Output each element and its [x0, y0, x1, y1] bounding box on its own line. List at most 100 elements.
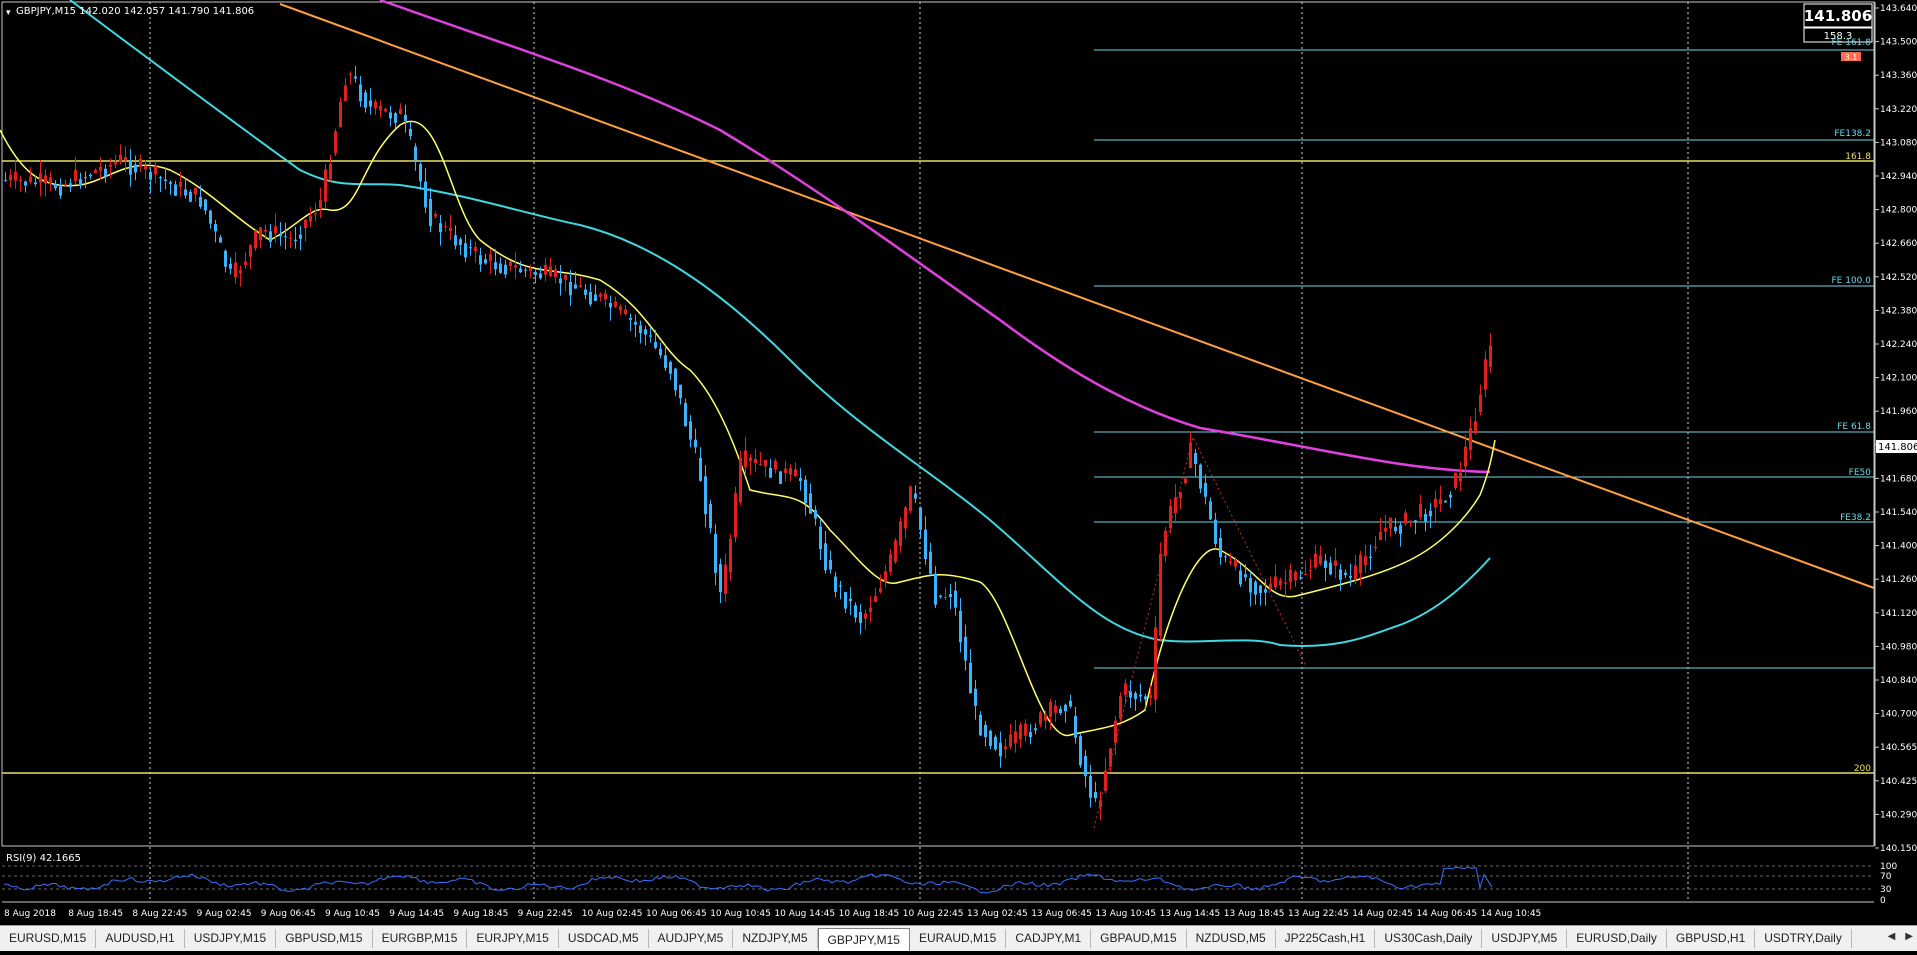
- tab-eurgbp-m15[interactable]: EURGBP,M15: [373, 929, 468, 948]
- tab-eurusd-m15[interactable]: EURUSD,M15: [0, 929, 97, 948]
- candle-body: [514, 265, 517, 268]
- candle-body: [284, 236, 287, 238]
- candle-body: [1319, 555, 1322, 564]
- candle-body: [944, 597, 947, 599]
- tab-cadjpy-m1[interactable]: CADJPY,M1: [1006, 929, 1092, 948]
- candle-body: [1234, 560, 1237, 567]
- price-axis-label: 142.240: [1880, 340, 1917, 350]
- level-label-fe50: FE50: [1849, 468, 1872, 478]
- tab-eurjpy-m15[interactable]: EURJPY,M15: [467, 929, 559, 948]
- candle-body: [234, 262, 237, 278]
- candle-body: [799, 478, 802, 482]
- candle-body: [1409, 520, 1412, 522]
- time-axis-label: 13 Aug 06:45: [1031, 909, 1092, 919]
- tab-scroll-controls: ◀ ▶: [1878, 931, 1913, 942]
- tab-us30cash-daily[interactable]: US30Cash,Daily: [1375, 929, 1483, 948]
- tab-gbpjpy-m15[interactable]: GBPJPY,M15: [817, 928, 910, 951]
- candle-body: [249, 245, 252, 257]
- level-label-fe618: FE 61.8: [1837, 422, 1871, 432]
- time-axis-label: 9 Aug 10:45: [325, 909, 380, 919]
- tab-nzdusd-m5[interactable]: NZDUSD,M5: [1187, 929, 1276, 948]
- candle-body: [594, 294, 597, 301]
- trendline[interactable]: [279, 3, 1875, 589]
- candle-body: [1339, 569, 1342, 580]
- candle-body: [1039, 712, 1042, 725]
- candle-body: [724, 564, 727, 594]
- tab-nzdjpy-m5[interactable]: NZDJPY,M5: [733, 929, 818, 948]
- candle-body: [334, 131, 337, 154]
- candle-body: [1004, 746, 1007, 749]
- time-axis-label: 14 Aug 02:45: [1352, 909, 1413, 919]
- fe-anchor-legs[interactable]: [1093, 435, 1308, 829]
- level-label-l200: 200: [1854, 764, 1871, 774]
- time-axis-label: 13 Aug 02:45: [967, 909, 1028, 919]
- triangle-left-icon[interactable]: ◀: [1887, 931, 1896, 942]
- chart-menu-icon[interactable]: ▾: [6, 8, 11, 18]
- time-axis[interactable]: 8 Aug 2018 8 Aug 18:45 8 Aug 22:45 9 Aug 02…: [4, 909, 1541, 919]
- tab-gbpaud-m15[interactable]: GBPAUD,M15: [1091, 929, 1187, 948]
- tab-euraud-m15[interactable]: EURAUD,M15: [910, 929, 1007, 948]
- candle-body: [609, 303, 612, 308]
- candle-body: [894, 540, 897, 562]
- candle-body: [179, 181, 182, 187]
- candle-body: [349, 73, 352, 76]
- candle-body: [839, 585, 842, 587]
- candle-body: [874, 596, 877, 602]
- candle-body: [889, 554, 892, 572]
- ma-fast-line: [0, 120, 1496, 736]
- timer-value: 3.1: [1845, 53, 1858, 62]
- ma-slow-line: [69, 0, 1491, 647]
- tab-gbpusd-h1[interactable]: GBPUSD,H1: [1667, 929, 1756, 948]
- price-axis[interactable]: 143.640 143.500 143.360 143.220 143.080 142.9…: [1874, 2, 1917, 854]
- tab-gbpusd-m15[interactable]: GBPUSD,M15: [276, 929, 373, 948]
- level-label-fe100: FE 100.0: [1832, 276, 1872, 286]
- candle-body: [569, 282, 572, 296]
- candle-body: [674, 368, 677, 391]
- candle-body: [274, 226, 277, 233]
- candle-body: [884, 571, 887, 582]
- candle-body: [509, 261, 512, 266]
- candle-body: [4, 179, 7, 181]
- candle-body: [1464, 446, 1467, 467]
- candle-body: [129, 162, 132, 175]
- tab-usdjpy-m15[interactable]: USDJPY,M15: [185, 929, 277, 948]
- candle-body: [1149, 695, 1152, 698]
- tab-usdcad-m5[interactable]: USDCAD,M5: [559, 929, 649, 948]
- candle-body: [684, 403, 687, 427]
- candle-body: [1129, 691, 1132, 698]
- time-axis-label: 10 Aug 14:45: [774, 909, 835, 919]
- tab-usdtry-daily[interactable]: USDTRY,Daily: [1755, 929, 1852, 948]
- candle-body: [1244, 574, 1247, 578]
- candle-body: [864, 613, 867, 619]
- candle-body: [1154, 627, 1157, 700]
- candle-body: [1064, 704, 1067, 712]
- candle-body: [1049, 701, 1052, 717]
- triangle-right-icon[interactable]: ▶: [1905, 931, 1913, 942]
- candle-body: [1059, 708, 1062, 714]
- candle-body: [489, 254, 492, 261]
- price-axis-label: 142.940: [1880, 172, 1917, 182]
- tab-eurusd-daily[interactable]: EURUSD,Daily: [1567, 929, 1667, 948]
- symbol-tab-bar: EURUSD,M15 AUDUSD,H1 USDJPY,M15 GBPUSD,M15 E…: [0, 925, 1917, 951]
- candle-body: [1354, 565, 1357, 580]
- candle-body: [144, 165, 147, 170]
- price-axis-label: 140.840: [1880, 676, 1917, 686]
- symbol-info: GBPJPY,M15 142.020 142.057 141.790 141.8…: [16, 6, 254, 17]
- candle-body: [84, 177, 87, 179]
- level-label-fe1618: FE 161.8: [1832, 38, 1872, 48]
- candle-body: [829, 560, 832, 570]
- candle-body: [994, 736, 997, 750]
- time-axis-label: 9 Aug 06:45: [261, 909, 316, 919]
- candle-body: [439, 223, 442, 233]
- candle-body: [974, 688, 977, 706]
- tab-jp225cash-h1[interactable]: JP225Cash,H1: [1276, 929, 1376, 948]
- candle-body: [1184, 478, 1187, 483]
- candle-body: [239, 270, 242, 274]
- tab-audusd-h1[interactable]: AUDUSD,H1: [96, 929, 185, 948]
- candle-body: [24, 181, 27, 186]
- candle-body: [584, 289, 587, 295]
- tab-usdjpy-m5[interactable]: USDJPY,M5: [1482, 929, 1568, 948]
- tab-audjpy-m5[interactable]: AUDJPY,M5: [649, 929, 734, 948]
